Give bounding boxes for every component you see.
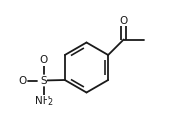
Text: 2: 2 (47, 98, 52, 107)
Text: NH: NH (35, 96, 51, 106)
Text: O: O (120, 16, 128, 26)
Text: S: S (40, 76, 47, 86)
Text: O: O (18, 76, 27, 86)
Text: O: O (39, 55, 48, 65)
